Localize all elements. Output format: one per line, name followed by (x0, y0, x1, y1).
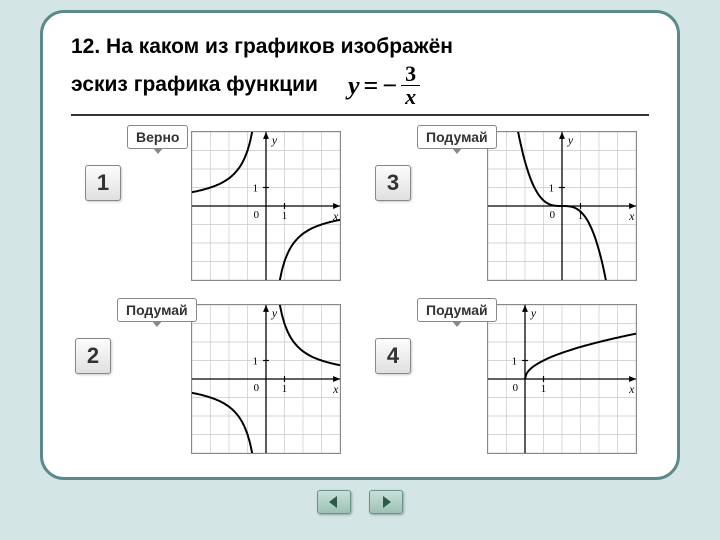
option-4-chart: 1 1 0 x y (487, 304, 637, 454)
svg-text:x: x (628, 209, 635, 223)
chevron-left-icon (327, 495, 341, 509)
next-button[interactable] (369, 490, 403, 514)
question-text: 12. На каком из графиков изображён эскиз… (71, 31, 649, 108)
svg-text:y: y (271, 133, 278, 147)
svg-text:1: 1 (541, 383, 546, 395)
svg-text:1: 1 (253, 182, 258, 194)
option-1-chart: 110xy (191, 131, 341, 281)
svg-text:x: x (332, 382, 339, 396)
chevron-right-icon (379, 495, 393, 509)
svg-text:1: 1 (282, 210, 287, 222)
svg-text:1: 1 (253, 355, 258, 367)
option-3-chart: 110xy (487, 131, 637, 281)
option-4-tag: Подумай (417, 298, 497, 322)
svg-text:1: 1 (512, 355, 517, 367)
question-line1: 12. На каком из графиков изображён (71, 31, 649, 63)
option-4: Подумай 4 1 1 0 x y (375, 298, 649, 459)
svg-text:y: y (567, 133, 574, 147)
svg-text:0: 0 (513, 382, 519, 394)
option-1-button[interactable]: 1 (85, 165, 121, 201)
svg-text:1: 1 (282, 383, 287, 395)
svg-text:0: 0 (254, 382, 260, 394)
nav-bar (317, 490, 403, 514)
option-3-button[interactable]: 3 (375, 165, 411, 201)
option-2-button[interactable]: 2 (75, 338, 111, 374)
option-3-tag: Подумай (417, 125, 497, 149)
option-2-tag: Подумай (117, 298, 197, 322)
option-3: Подумай 3 110xy (375, 125, 649, 286)
divider (71, 114, 649, 116)
question-card: 12. На каком из графиков изображён эскиз… (40, 10, 680, 480)
svg-text:1: 1 (549, 182, 554, 194)
options-grid: Верно 1 1 1 0 x y Подумай 3 1 1 0 x y Подумай 2 … (71, 125, 649, 459)
option-2-chart: 1 1 0 x y (191, 304, 341, 454)
option-2: Подумай 2 1 1 0 x y (71, 298, 345, 459)
option-1: Верно 1 110xy (71, 125, 345, 286)
fraction: 3 x (401, 63, 420, 108)
formula: y = − 3 x (348, 63, 420, 108)
option-4-button[interactable]: 4 (375, 338, 411, 374)
question-line2: эскиз графика функции y = − 3 x (71, 63, 649, 108)
prev-button[interactable] (317, 490, 351, 514)
svg-text:0: 0 (550, 209, 556, 221)
option-1-tag: Верно (127, 125, 188, 149)
svg-text:0: 0 (254, 209, 260, 221)
svg-text:x: x (628, 382, 635, 396)
svg-text:y: y (271, 306, 278, 320)
svg-text:y: y (530, 306, 537, 320)
